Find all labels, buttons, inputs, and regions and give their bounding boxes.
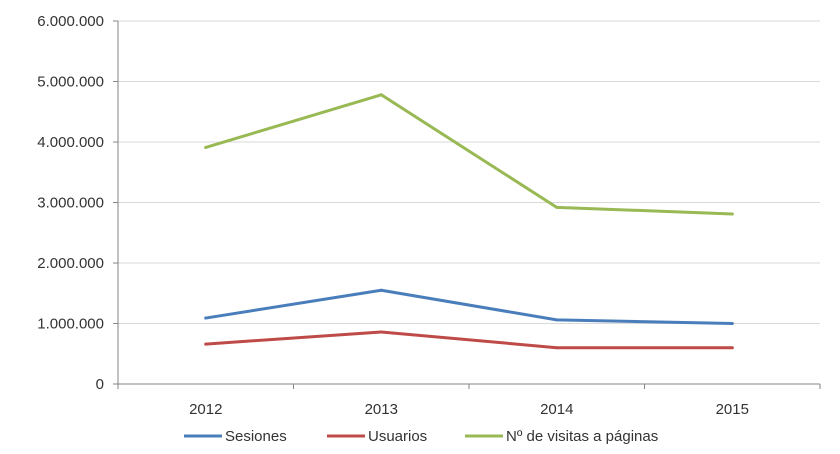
y-tick-label-6: 6.000.000 [37, 13, 104, 30]
data-point-1-1 [379, 330, 383, 334]
y-tick-label-4: 4.000.000 [37, 134, 104, 151]
x-tick-label-2012: 2012 [189, 401, 222, 418]
x-tick-label-2015: 2015 [716, 401, 749, 418]
series-line-0 [204, 288, 734, 325]
series-line-2 [204, 93, 734, 216]
y-tick-label-2: 2.000.000 [37, 255, 104, 272]
x-tick-label-2013: 2013 [365, 401, 398, 418]
y-tick-label-0: 0 [96, 376, 104, 393]
data-point-1-0 [204, 342, 208, 346]
gridlines [118, 20, 820, 324]
data-point-1-3 [730, 346, 734, 350]
data-point-0-3 [730, 322, 734, 325]
data-point-2-3 [730, 212, 734, 216]
series-lines [204, 93, 734, 350]
data-point-1-2 [555, 346, 559, 350]
legend-label-2: Nº de visitas a páginas [506, 428, 658, 445]
data-point-0-0 [204, 316, 208, 320]
series-line-1 [204, 330, 734, 350]
data-point-2-0 [204, 145, 208, 149]
tick-labels: 0 1.000.000 2.000.000 3.000.000 4.000.000 5.0… [37, 13, 749, 418]
axes [113, 20, 821, 389]
y-tick-label-5: 5.000.000 [37, 74, 104, 91]
x-tick-label-2014: 2014 [540, 401, 573, 418]
data-point-0-1 [379, 288, 383, 292]
y-tick-label-1: 1.000.000 [37, 316, 104, 333]
legend: Sesiones Usuarios Nº de visitas a páginas [184, 428, 658, 445]
data-point-0-2 [555, 318, 559, 322]
y-tick-label-3: 3.000.000 [37, 195, 104, 212]
legend-label-0: Sesiones [225, 428, 287, 445]
data-point-2-2 [555, 205, 559, 209]
legend-label-1: Usuarios [368, 428, 427, 445]
data-point-2-1 [379, 93, 383, 97]
